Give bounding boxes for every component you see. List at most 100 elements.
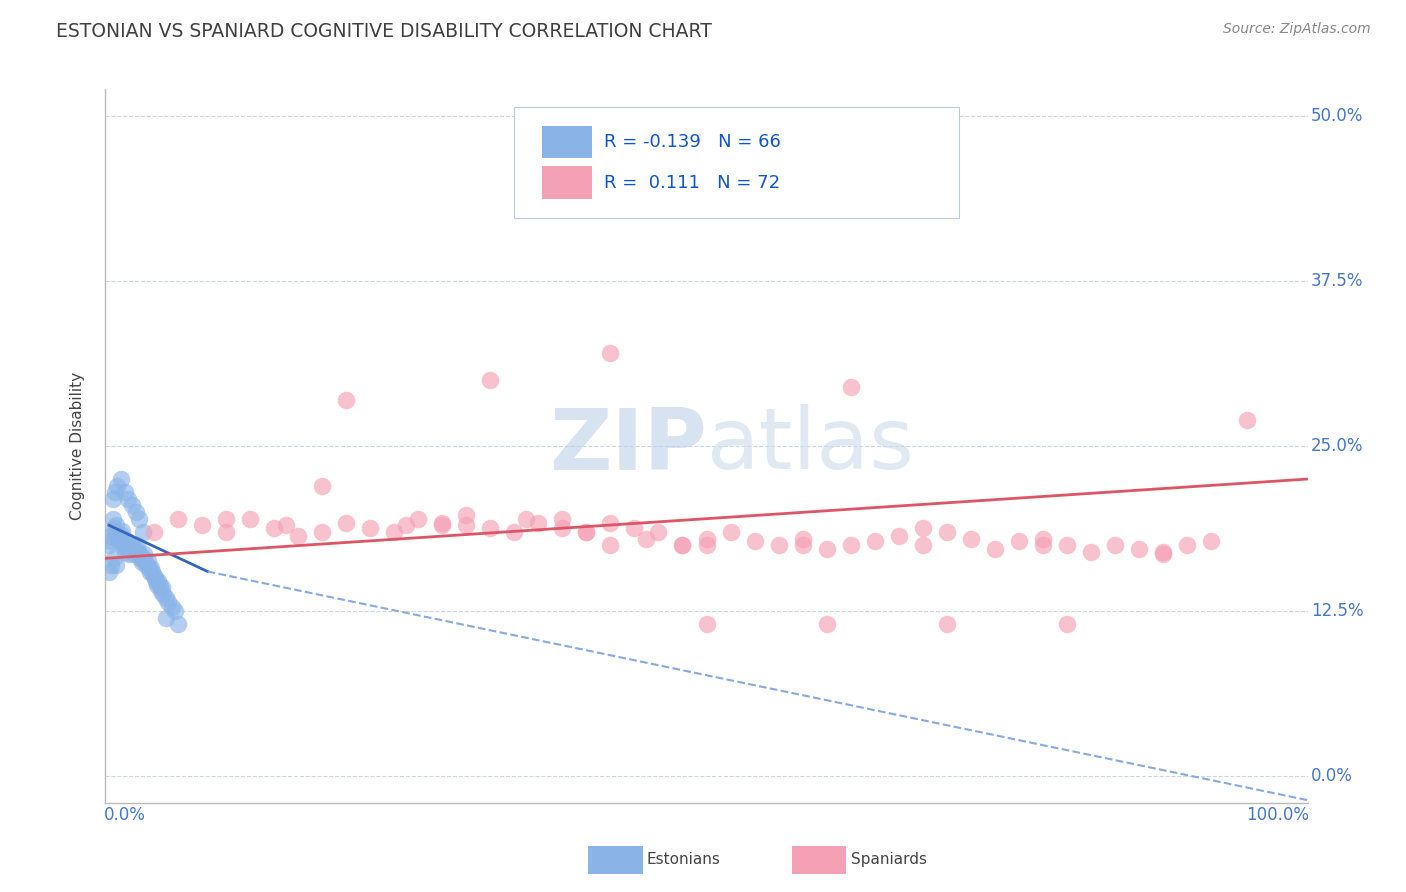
Point — [156, 595, 179, 609]
Point — [395, 518, 418, 533]
Point — [335, 516, 357, 530]
Point — [100, 558, 122, 572]
Point — [128, 511, 150, 525]
FancyBboxPatch shape — [541, 126, 592, 159]
Point — [134, 554, 156, 568]
Point — [128, 547, 150, 561]
Point — [105, 558, 128, 572]
Point — [105, 518, 128, 533]
Point — [135, 558, 157, 572]
Point — [107, 527, 129, 541]
Point — [1080, 545, 1102, 559]
Point — [122, 542, 145, 557]
Point — [936, 617, 959, 632]
Text: 12.5%: 12.5% — [1312, 602, 1364, 620]
Point — [815, 542, 838, 557]
Point — [936, 524, 959, 539]
Point — [145, 574, 167, 588]
Point — [1236, 412, 1258, 426]
Point — [107, 534, 129, 549]
Point — [129, 551, 152, 566]
Point — [139, 560, 162, 574]
Point — [599, 516, 621, 530]
Point — [287, 529, 309, 543]
Point — [430, 516, 453, 530]
Point — [887, 529, 910, 543]
Point — [124, 542, 146, 557]
Point — [124, 505, 146, 519]
Point — [132, 551, 155, 566]
Point — [98, 538, 121, 552]
Point — [744, 534, 766, 549]
Point — [671, 538, 693, 552]
Point — [599, 538, 621, 552]
Point — [623, 521, 645, 535]
Point — [108, 532, 131, 546]
Point — [911, 538, 934, 552]
Point — [720, 188, 742, 202]
Point — [104, 485, 127, 500]
Text: Source: ZipAtlas.com: Source: ZipAtlas.com — [1223, 22, 1371, 37]
Y-axis label: Cognitive Disability: Cognitive Disability — [70, 372, 84, 520]
Point — [1032, 532, 1054, 546]
Point — [98, 529, 121, 543]
Point — [911, 521, 934, 535]
Point — [551, 511, 574, 525]
Text: ZIP: ZIP — [548, 404, 707, 488]
FancyBboxPatch shape — [515, 107, 959, 218]
Point — [671, 538, 693, 552]
Point — [839, 379, 862, 393]
Point — [792, 532, 814, 546]
Point — [696, 532, 718, 546]
Text: 50.0%: 50.0% — [1312, 107, 1364, 125]
Point — [120, 541, 142, 555]
Text: R =  0.111   N = 72: R = 0.111 N = 72 — [605, 175, 780, 193]
Point — [575, 524, 598, 539]
Point — [1032, 538, 1054, 552]
Point — [98, 565, 121, 579]
Point — [792, 538, 814, 552]
Point — [515, 511, 537, 525]
Text: 25.0%: 25.0% — [1312, 437, 1364, 455]
Point — [146, 578, 169, 592]
Point — [142, 524, 165, 539]
Point — [110, 527, 132, 541]
Point — [160, 600, 183, 615]
Point — [1201, 534, 1223, 549]
Text: Spaniards: Spaniards — [851, 853, 927, 867]
Point — [1056, 538, 1078, 552]
Point — [115, 534, 138, 549]
Point — [114, 545, 136, 559]
Point — [141, 565, 163, 579]
Point — [696, 538, 718, 552]
Point — [1056, 617, 1078, 632]
Point — [720, 524, 742, 539]
Point — [599, 346, 621, 360]
Point — [152, 587, 174, 601]
Point — [960, 532, 983, 546]
Point — [479, 373, 502, 387]
Text: 0.0%: 0.0% — [104, 806, 146, 824]
Point — [131, 555, 153, 569]
Text: Estonians: Estonians — [647, 853, 721, 867]
Text: R = -0.139   N = 66: R = -0.139 N = 66 — [605, 133, 782, 151]
Point — [138, 560, 160, 574]
Point — [148, 574, 170, 588]
Point — [263, 521, 285, 535]
Point — [214, 524, 236, 539]
Point — [214, 511, 236, 525]
Point — [149, 584, 172, 599]
Point — [118, 547, 141, 561]
Point — [1008, 534, 1031, 549]
Text: 100.0%: 100.0% — [1246, 806, 1309, 824]
Point — [110, 472, 132, 486]
Text: atlas: atlas — [707, 404, 914, 488]
Point — [166, 617, 188, 632]
Point — [815, 617, 838, 632]
Point — [1152, 547, 1174, 561]
Point — [406, 511, 429, 525]
Point — [103, 551, 125, 566]
Point — [839, 538, 862, 552]
Point — [142, 568, 165, 582]
Point — [984, 542, 1007, 557]
